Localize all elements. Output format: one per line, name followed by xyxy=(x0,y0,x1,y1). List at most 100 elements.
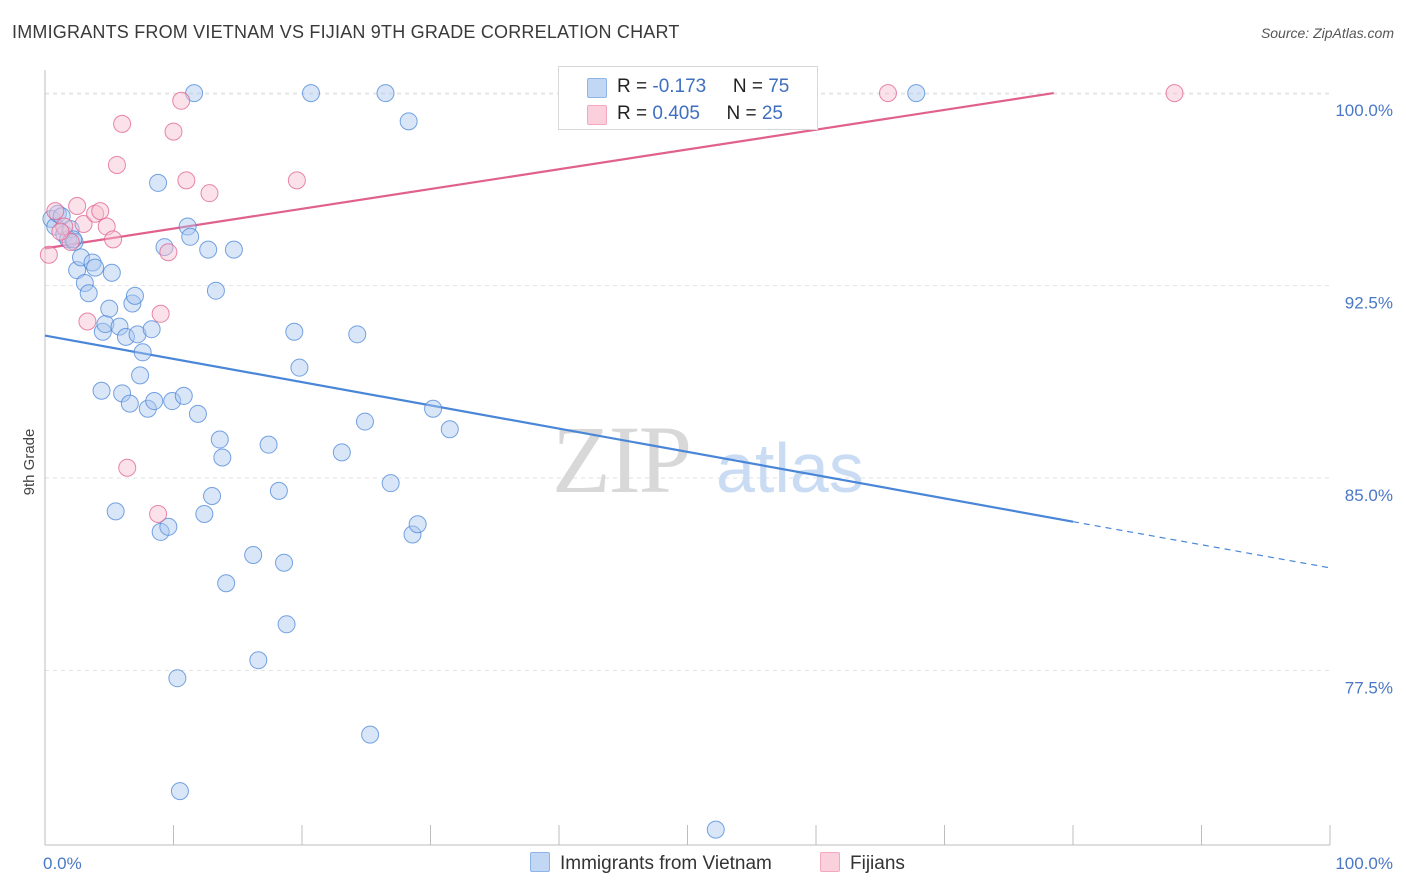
legend-r-label: R = xyxy=(617,103,653,124)
data-point xyxy=(269,481,288,500)
data-point xyxy=(78,312,97,331)
data-point xyxy=(195,504,214,523)
y-tick-label: 77.5% xyxy=(1345,678,1393,697)
data-point xyxy=(361,725,380,744)
legend-r-label: R = xyxy=(617,76,653,97)
data-point xyxy=(138,399,157,418)
data-point xyxy=(104,230,123,249)
data-point xyxy=(285,322,304,341)
data-point xyxy=(118,458,137,477)
data-point xyxy=(102,263,121,282)
watermark: ZIP atlas xyxy=(552,406,864,513)
data-point xyxy=(86,204,105,223)
data-point xyxy=(249,651,268,670)
trendline-extension xyxy=(1072,521,1331,569)
data-point xyxy=(172,91,191,110)
data-point xyxy=(259,435,278,454)
bottom-legend-fijians: Fijians xyxy=(820,852,905,875)
data-point xyxy=(301,84,320,103)
tick-labels: 100.0% 92.5% 85.0% 77.5% 0.0% 100.0% xyxy=(43,101,1393,873)
legend-n-label: N = xyxy=(732,76,769,97)
axes xyxy=(44,70,1331,846)
data-point xyxy=(74,214,93,233)
data-point xyxy=(113,114,132,133)
data-point xyxy=(75,273,94,292)
data-point xyxy=(92,381,111,400)
data-point xyxy=(159,517,178,536)
data-point xyxy=(163,392,182,411)
watermark-zip: ZIP xyxy=(552,406,690,513)
data-point xyxy=(199,240,218,259)
data-point xyxy=(106,502,125,521)
data-point xyxy=(440,420,459,439)
data-point xyxy=(290,358,309,377)
data-point xyxy=(142,320,161,339)
data-point xyxy=(128,325,147,344)
data-point xyxy=(51,222,70,241)
data-point xyxy=(168,669,187,688)
data-point xyxy=(224,240,243,259)
x-tick-label: 100.0% xyxy=(1335,854,1393,873)
data-point xyxy=(244,546,263,565)
legend-r-value: -0.173 xyxy=(652,76,707,97)
bottom-legend-label-vietnam: Immigrants from Vietnam xyxy=(560,853,772,874)
chart-title: IMMIGRANTS FROM VIETNAM VS FIJIAN 9TH GR… xyxy=(12,22,680,42)
y-tick-label: 85.0% xyxy=(1345,486,1393,505)
legend-box: R = -0.173 N = 75 R = 0.405 N = 25 xyxy=(558,66,818,130)
y-tick-label: 92.5% xyxy=(1345,294,1393,313)
data-point xyxy=(91,202,110,221)
legend-n-value: 25 xyxy=(761,103,783,124)
data-point xyxy=(348,325,367,344)
data-point xyxy=(332,443,351,462)
data-point xyxy=(68,197,87,216)
data-point xyxy=(177,171,196,190)
data-point xyxy=(399,112,418,131)
data-point xyxy=(210,430,229,449)
data-point xyxy=(381,474,400,493)
data-point xyxy=(71,248,90,267)
data-point xyxy=(151,304,170,323)
data-point xyxy=(203,486,222,505)
series-fijians xyxy=(39,84,1184,523)
data-point xyxy=(125,286,144,305)
source-label: Source: ZipAtlas.com xyxy=(1260,25,1394,41)
data-point xyxy=(159,243,178,262)
data-point xyxy=(149,173,168,192)
data-point xyxy=(424,399,443,418)
data-point xyxy=(96,315,115,334)
data-point xyxy=(878,84,897,103)
data-point xyxy=(86,258,105,277)
data-point xyxy=(277,615,296,634)
watermark-atlas: atlas xyxy=(716,429,864,507)
data-point xyxy=(149,504,168,523)
data-point xyxy=(178,217,197,236)
points xyxy=(39,84,1184,839)
data-point xyxy=(110,317,129,336)
legend-swatch-vietnam xyxy=(587,78,607,98)
data-point xyxy=(1165,84,1184,103)
bottom-legend-swatch-vietnam xyxy=(530,852,550,872)
data-point xyxy=(376,84,395,103)
data-point xyxy=(113,384,132,403)
data-point xyxy=(107,155,126,174)
bottom-legend-label-fijians: Fijians xyxy=(850,853,905,874)
bottom-legend-swatch-fijians xyxy=(820,852,840,872)
x-tick-label: 0.0% xyxy=(43,854,82,873)
data-point xyxy=(200,184,219,203)
data-point xyxy=(46,202,65,221)
data-point xyxy=(131,366,150,385)
data-point xyxy=(120,394,139,413)
gridlines xyxy=(45,92,1330,671)
data-point xyxy=(133,343,152,362)
data-point xyxy=(39,245,58,264)
trendline-vietnam xyxy=(44,334,1074,523)
y-axis-title: 9th Grade xyxy=(21,429,38,496)
data-point xyxy=(145,392,164,411)
trendline-fijians xyxy=(44,92,1054,250)
data-point xyxy=(181,227,200,246)
data-point xyxy=(213,448,232,467)
data-point xyxy=(164,122,183,141)
data-point xyxy=(79,284,98,303)
data-point xyxy=(907,84,926,103)
